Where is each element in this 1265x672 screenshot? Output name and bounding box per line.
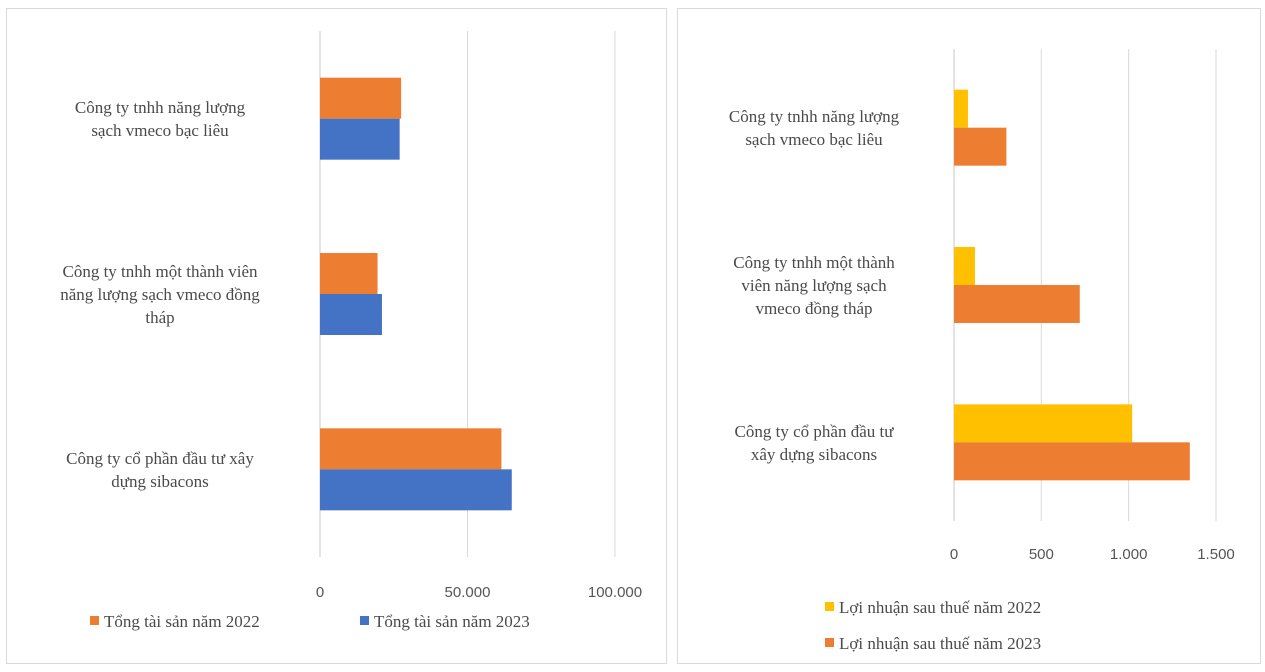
category-label: Công ty tnhh năng lượng sạch vmeco bạc li… [729, 107, 900, 149]
category-label-line: vmeco đồng tháp [755, 299, 872, 318]
category-label-line: sạch vmeco bạc liêu [745, 130, 883, 149]
category-label-line: sạch vmeco bạc liêu [91, 121, 229, 140]
total-assets-chart: 0 50.000 100.000 Công ty tnhh năng lượng sạc… [60, 31, 642, 631]
bar [320, 428, 502, 470]
category-label: Công ty tnhh một thành viên năng lượng sạ… [733, 253, 895, 318]
legend-label: Tổng tài sản năm 2023 [374, 612, 530, 631]
bar [320, 77, 402, 119]
bar [954, 89, 968, 128]
category-label-line: Công ty cổ phần đầu tư [735, 422, 895, 441]
x-tick-label: 0 [316, 584, 324, 601]
bar [954, 247, 975, 285]
legend-swatch [360, 616, 369, 625]
legend-label: Tổng tài sản năm 2022 [104, 612, 260, 631]
x-tick-label: 1.000 [1110, 546, 1148, 563]
category-label: Công ty cổ phần đầu tư xây dựng sibacons [66, 449, 254, 491]
x-tick-label: 500 [1029, 546, 1054, 563]
legend-swatch [825, 602, 834, 611]
category-label-line: Công ty tnhh một thành viên [62, 262, 258, 281]
legend-label: Lợi nhuận sau thuế năm 2023 [839, 634, 1041, 653]
bar [954, 404, 1133, 443]
bar [320, 469, 512, 511]
category-label-line: Công ty cổ phần đầu tư xây [66, 449, 254, 468]
category-label-line: Công ty tnhh một thành [733, 253, 895, 272]
category-label-line: Công ty tnhh năng lượng [729, 107, 900, 126]
x-tick-label: 1.500 [1197, 546, 1235, 563]
net-profit-chart: 0 500 1.000 1.500 Công ty tnhh năng lượng sạc… [729, 49, 1235, 653]
chart-panel-total-assets: 0 50.000 100.000 Công ty tnhh năng lượng sạc… [6, 8, 667, 664]
category-label-line: viên năng lượng sạch [741, 276, 887, 295]
legend-label: Lợi nhuận sau thuế năm 2022 [839, 598, 1041, 617]
bar [954, 285, 1080, 323]
category-label-line: dựng sibacons [111, 472, 209, 491]
category-label-line: Công ty tnhh năng lượng [75, 98, 246, 117]
category-label-line: xây dựng sibacons [751, 445, 877, 464]
category-label-line: năng lượng sạch vmeco đồng [60, 285, 260, 304]
legend-swatch [825, 638, 834, 647]
bar [954, 442, 1190, 481]
legend-swatch [90, 616, 99, 625]
x-tick-label: 50.000 [445, 584, 491, 601]
x-tick-label: 0 [950, 546, 958, 563]
category-label-line: tháp [145, 308, 174, 327]
bar [320, 294, 382, 335]
chart-panel-net-profit: 0 500 1.000 1.500 Công ty tnhh năng lượng sạc… [677, 8, 1261, 664]
bar [320, 118, 400, 160]
x-tick-label: 100.000 [588, 584, 642, 601]
category-label: Công ty tnhh năng lượng sạch vmeco bạc li… [75, 98, 246, 140]
bar [320, 253, 378, 294]
category-label: Công ty tnhh một thành viên năng lượng sạ… [60, 262, 260, 327]
bar [954, 127, 1007, 166]
category-label: Công ty cổ phần đầu tư xây dựng sibacons [735, 422, 895, 464]
